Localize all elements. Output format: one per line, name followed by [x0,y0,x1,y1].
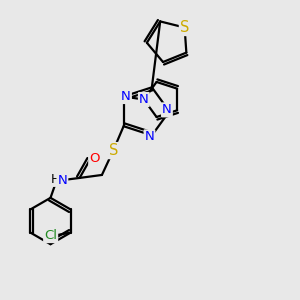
Text: N: N [139,93,149,106]
Text: S: S [180,20,189,35]
Text: O: O [89,152,100,164]
Text: N: N [145,130,154,143]
Text: H: H [50,173,60,186]
Text: S: S [109,143,118,158]
Text: N: N [162,103,172,116]
Text: N: N [58,174,67,188]
Text: N: N [121,90,131,103]
Text: Cl: Cl [44,229,57,242]
